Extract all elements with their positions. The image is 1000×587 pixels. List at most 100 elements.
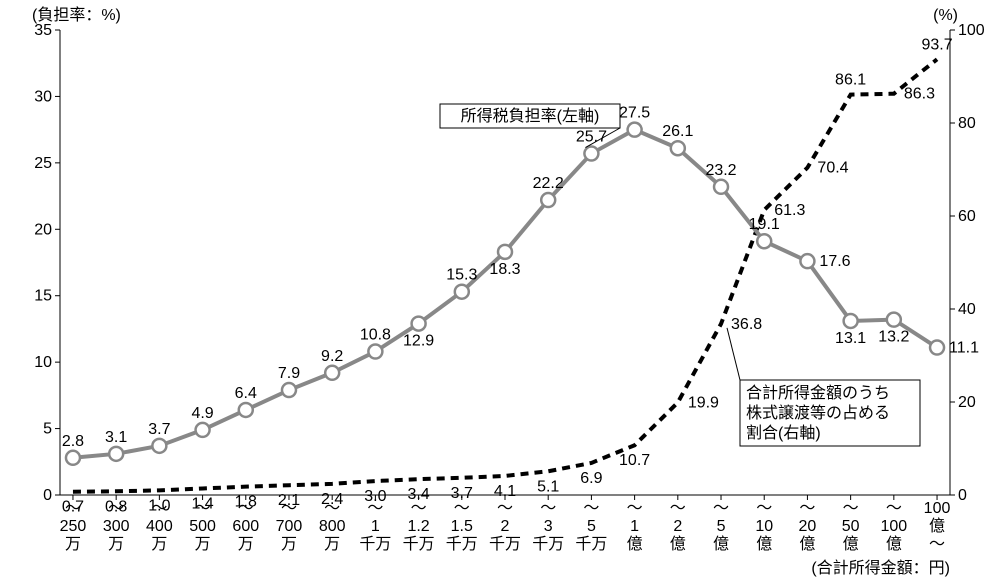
xtick-label: 800 (319, 518, 346, 535)
series-share-value-label: 0.8 (105, 498, 127, 515)
xtick-label: 5 (717, 518, 726, 535)
ytick-right-label: 80 (958, 115, 976, 132)
series-burden-value-label: 9.2 (321, 348, 343, 365)
xtick-label: 300 (103, 518, 130, 535)
series-burden-marker (368, 345, 382, 359)
series-share-value-label: 86.3 (904, 86, 935, 103)
series-burden-marker (152, 439, 166, 453)
xtick-label: 5 (587, 518, 596, 535)
series-share-value-label: 1.4 (191, 495, 213, 512)
ytick-right-label: 0 (958, 487, 967, 504)
series-burden-marker (109, 447, 123, 461)
xtick-label: 千万 (359, 535, 391, 553)
ytick-left-label: 35 (34, 22, 52, 39)
ytick-right-label: 100 (958, 22, 985, 39)
xtick-label: 万 (281, 536, 297, 553)
xtick-label: 50 (842, 518, 860, 535)
xtick-label: 〜 (540, 500, 556, 517)
xtick-label: 〜 (583, 500, 599, 517)
series-burden-marker (628, 123, 642, 137)
series-share-value-label: 1.8 (235, 494, 257, 511)
xtick-label: 〜 (627, 500, 643, 517)
xtick-label: 100 (880, 518, 907, 535)
y-axis-left-title: (負担率：%) (32, 6, 121, 24)
series-share-value-label: 10.7 (619, 452, 650, 469)
xtick-label: 〜 (843, 500, 859, 517)
xtick-label: 万 (151, 536, 167, 553)
series-share-value-label: 61.3 (774, 202, 805, 219)
series-burden-marker (541, 193, 555, 207)
series-burden-value-label: 13.1 (835, 330, 866, 347)
series-share-value-label: 6.9 (580, 470, 602, 487)
series-burden-value-label: 10.8 (360, 327, 391, 344)
series-share-value-label: 1.0 (148, 497, 170, 514)
xtick-label: 億 (670, 535, 686, 553)
xtick-label: 700 (276, 518, 303, 535)
series-share-value-label: 0.7 (62, 499, 84, 516)
xtick-label: 1.5 (451, 518, 473, 535)
series-burden-marker (757, 234, 771, 248)
series-burden-value-label: 18.3 (489, 261, 520, 278)
series-burden-value-label: 3.7 (148, 421, 170, 438)
xtick-label: 100 (924, 500, 951, 517)
series-burden-value-label: 11.1 (949, 340, 979, 357)
series-burden-marker (239, 403, 253, 417)
xtick-label: 400 (146, 518, 173, 535)
series-burden-marker (714, 180, 728, 194)
series-share-value-label: 19.9 (688, 394, 719, 411)
xtick-label: 3 (544, 518, 553, 535)
xtick-label: 億 (799, 535, 815, 553)
series-burden-marker (671, 141, 685, 155)
xtick-label: 〜 (756, 500, 772, 517)
xtick-label: 〜 (713, 500, 729, 517)
ytick-right-label: 60 (958, 208, 976, 225)
ytick-left-label: 15 (34, 288, 52, 305)
series-burden-marker (887, 313, 901, 327)
series-share-value-label: 3.7 (451, 485, 473, 502)
xtick-label: 万 (238, 536, 254, 553)
xtick-label: 1 (630, 518, 639, 535)
series-burden-value-label: 3.1 (105, 429, 127, 446)
xtick-label: 千万 (489, 535, 521, 553)
series-burden-value-label: 15.3 (446, 267, 477, 284)
x-axis-title: (合計所得金額：円) (811, 559, 950, 577)
series-burden-value-label: 27.5 (619, 105, 650, 122)
series-burden-value-label: 13.2 (878, 329, 909, 346)
xtick-label: 千万 (532, 535, 564, 553)
series-burden-value-label: 23.2 (705, 162, 736, 179)
series-burden-marker (282, 383, 296, 397)
ytick-left-label: 30 (34, 88, 52, 105)
xtick-label: 250 (60, 518, 87, 535)
ytick-right-label: 20 (958, 394, 976, 411)
annotation-burden-text: 所得税負担率(左軸) (461, 107, 600, 125)
series-burden-marker (930, 341, 944, 355)
series-share-value-label: 5.1 (537, 478, 559, 495)
series-share-value-label: 86.1 (835, 72, 866, 89)
series-burden-marker (196, 423, 210, 437)
xtick-label: 2 (673, 518, 682, 535)
series-burden-value-label: 4.9 (191, 405, 213, 422)
ytick-left-label: 25 (34, 155, 52, 172)
xtick-label: 500 (189, 518, 216, 535)
xtick-label: 億 (627, 535, 643, 553)
series-share-value-label: 2.4 (321, 491, 343, 508)
xtick-label: 〜 (497, 500, 513, 517)
xtick-label: 1 (371, 518, 380, 535)
series-burden-value-label: 25.7 (576, 129, 607, 146)
series-burden-value-label: 26.1 (662, 123, 693, 140)
xtick-label: 千万 (575, 535, 607, 553)
series-burden-value-label: 12.9 (403, 333, 434, 350)
series-burden-marker (844, 314, 858, 328)
series-burden-marker (498, 245, 512, 259)
series-burden-marker (455, 285, 469, 299)
series-burden-value-label: 6.4 (235, 385, 257, 402)
xtick-label: 万 (324, 536, 340, 553)
annotation-share-text: 割合(右軸) (746, 424, 821, 442)
annotation-share-leader (727, 328, 740, 380)
xtick-label: 20 (799, 518, 817, 535)
series-burden-value-label: 17.6 (819, 253, 850, 270)
xtick-label: 2 (501, 518, 510, 535)
series-burden-value-label: 22.2 (533, 175, 564, 192)
y-axis-right-title: (%) (933, 7, 958, 24)
xtick-label: 〜 (929, 536, 945, 553)
